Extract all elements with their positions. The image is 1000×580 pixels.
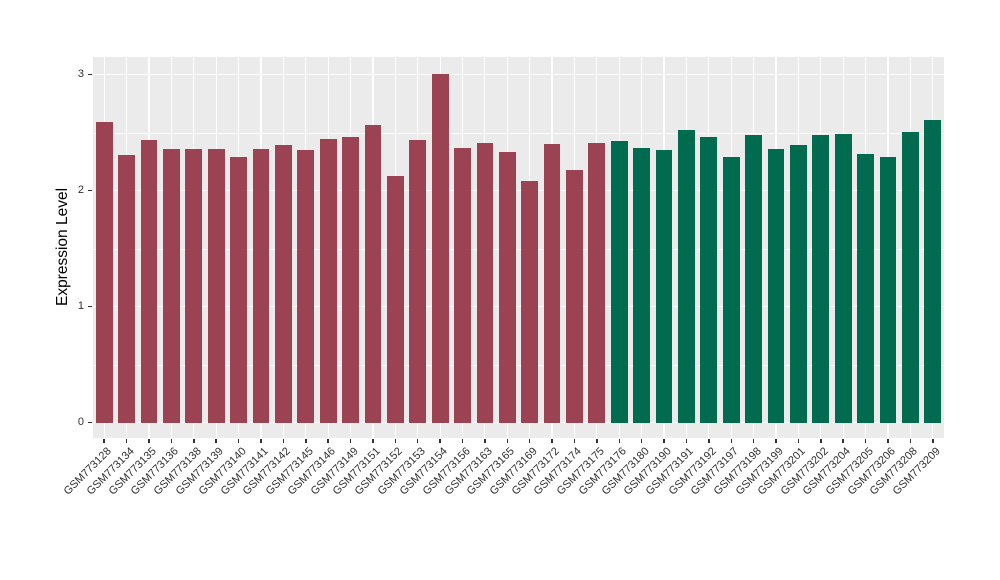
y-tick-mark	[87, 421, 92, 424]
bar	[678, 130, 695, 423]
bar	[812, 135, 830, 423]
x-tick-mark	[461, 438, 464, 443]
x-tick-mark	[618, 438, 621, 443]
bar	[409, 139, 427, 423]
x-tick-mark	[260, 438, 262, 443]
x-tick-mark	[170, 438, 173, 443]
x-tick-mark	[416, 438, 419, 443]
x-tick-mark	[372, 438, 374, 443]
x-tick-mark	[193, 438, 195, 443]
x-tick-mark	[573, 438, 576, 443]
x-tick-mark	[237, 438, 240, 443]
bar	[252, 148, 270, 423]
x-tick-mark	[640, 438, 643, 443]
y-tick-label: 2	[77, 184, 84, 197]
x-tick-mark	[305, 438, 307, 443]
x-tick-mark	[282, 438, 285, 443]
x-tick-mark	[394, 438, 397, 443]
x-tick-mark	[730, 438, 732, 443]
x-tick-mark	[596, 438, 598, 443]
bar	[879, 157, 897, 423]
y-tick-label: 1	[77, 300, 84, 313]
minor-gridline	[93, 132, 944, 134]
x-tick-mark	[932, 438, 934, 443]
y-tick-label: 3	[77, 68, 84, 81]
bar	[655, 150, 673, 423]
bar	[767, 148, 785, 423]
x-tick-mark	[820, 438, 822, 443]
x-tick-mark	[842, 438, 844, 443]
bar	[834, 133, 852, 423]
x-tick-mark	[148, 438, 150, 443]
x-tick-mark	[528, 438, 531, 443]
bar	[319, 138, 337, 423]
x-tick-mark	[909, 438, 912, 443]
bar	[588, 143, 606, 423]
major-gridline	[93, 422, 944, 424]
x-tick-mark	[439, 438, 441, 443]
major-gridline	[93, 190, 944, 192]
bar	[722, 157, 740, 423]
bar	[95, 122, 113, 423]
bar	[566, 169, 583, 423]
x-tick-mark	[708, 438, 710, 443]
bar	[386, 175, 404, 423]
bar	[902, 131, 919, 423]
bar	[454, 147, 471, 423]
x-tick-mark	[864, 438, 867, 443]
x-tick-mark	[797, 438, 800, 443]
minor-gridline	[93, 248, 944, 250]
bar	[610, 140, 628, 423]
x-tick-mark	[551, 438, 553, 443]
y-tick-mark	[87, 73, 92, 76]
bar	[633, 147, 651, 423]
major-gridline	[93, 306, 944, 308]
bar	[185, 148, 203, 423]
x-tick-mark	[349, 438, 352, 443]
bar	[521, 181, 539, 423]
bar	[790, 145, 807, 423]
y-tick-mark	[87, 189, 92, 192]
y-tick-mark	[87, 305, 92, 308]
y-tick-label: 0	[77, 416, 84, 429]
bar	[745, 135, 763, 423]
x-tick-mark	[125, 438, 128, 443]
major-gridline	[93, 74, 944, 76]
bar	[924, 119, 942, 423]
bar	[543, 144, 561, 423]
bar	[364, 124, 382, 423]
x-tick-mark	[103, 438, 105, 443]
bar	[274, 145, 292, 423]
x-tick-mark	[663, 438, 665, 443]
x-tick-mark	[752, 438, 755, 443]
y-axis-title: Expression Level	[54, 187, 71, 307]
bar	[230, 157, 247, 423]
bar	[207, 148, 225, 423]
chart-panel	[93, 57, 944, 438]
minor-gridline	[93, 364, 944, 366]
bar	[431, 73, 449, 423]
bar	[297, 150, 315, 423]
bar	[118, 154, 135, 423]
x-tick-mark	[215, 438, 217, 443]
x-tick-mark	[685, 438, 688, 443]
bar	[476, 143, 494, 423]
x-tick-mark	[484, 438, 486, 443]
x-tick-mark	[506, 438, 509, 443]
bar	[857, 153, 874, 423]
bar	[162, 148, 180, 423]
bar	[140, 139, 158, 423]
bar	[342, 137, 359, 423]
x-tick-mark	[887, 438, 889, 443]
bar	[498, 152, 516, 423]
bar	[700, 137, 718, 423]
x-tick-mark	[775, 438, 777, 443]
x-tick-mark	[327, 438, 329, 443]
